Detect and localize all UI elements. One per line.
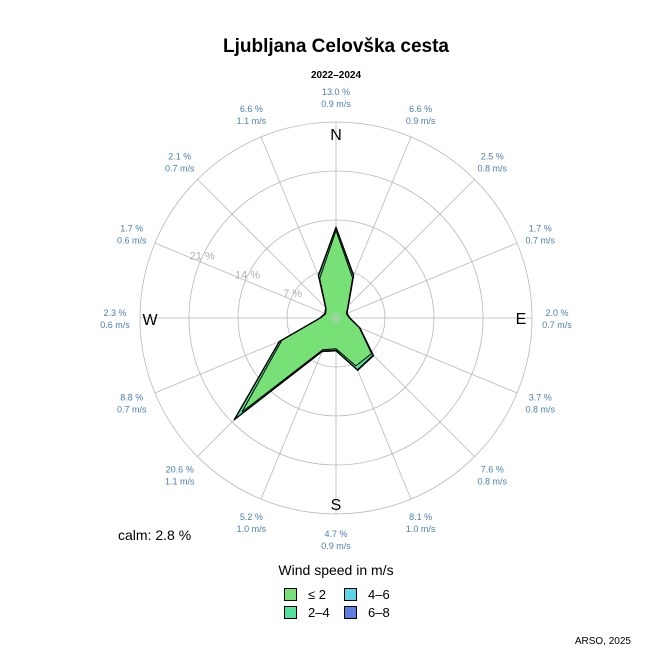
direction-speed-label: 0.6 m/s (117, 235, 147, 245)
direction-speed-label: 1.1 m/s (165, 476, 195, 486)
direction-speed-label: 0.9 m/s (321, 541, 351, 551)
legend-title: Wind speed in m/s (278, 562, 394, 578)
legend-label: 6–8 (368, 604, 390, 620)
direction-frequency-label: 2.1 % (168, 152, 191, 162)
legend-item: 2–4 (284, 604, 330, 620)
direction-speed-label: 0.7 m/s (165, 164, 195, 174)
direction-frequency-label: 7.6 % (481, 464, 504, 474)
compass-label: S (331, 497, 342, 514)
rose-layer (241, 230, 373, 413)
grid-spoke (335, 317, 518, 394)
credit-text: ARSO, 2025 (574, 636, 631, 647)
legend-swatch (344, 587, 357, 601)
direction-frequency-label: 2.0 % (545, 308, 568, 318)
direction-speed-label: 1.0 m/s (237, 524, 267, 534)
direction-frequency-label: 8.8 % (120, 393, 143, 403)
legend-swatch (344, 605, 357, 619)
calm-label: calm: 2.8 % (118, 527, 192, 543)
direction-frequency-label: 1.7 % (120, 223, 143, 233)
direction-frequency-label: 13.0 % (322, 87, 350, 97)
grid-spoke (335, 242, 518, 319)
direction-frequency-label: 2.5 % (481, 152, 504, 162)
compass-label: W (142, 312, 158, 329)
direction-frequency-label: 20.6 % (166, 464, 194, 474)
direction-speed-label: 0.8 m/s (478, 164, 508, 174)
direction-frequency-label: 8.1 % (409, 512, 432, 522)
grid-spoke (197, 179, 337, 319)
ring-label: 7 % (283, 288, 302, 300)
legend-label: 2–4 (308, 604, 330, 620)
grid-spoke (335, 179, 475, 319)
direction-speed-label: 1.1 m/s (237, 116, 267, 126)
direction-frequency-label: 6.6 % (240, 104, 263, 114)
compass-label: E (516, 311, 527, 328)
chart-title: Ljubljana Celovška cesta (223, 36, 449, 57)
direction-speed-label: 0.8 m/s (478, 476, 508, 486)
legend-swatch (284, 605, 297, 619)
direction-frequency-label: 3.7 % (529, 393, 552, 403)
direction-frequency-label: 1.7 % (529, 223, 552, 233)
direction-speed-label: 1.0 m/s (406, 524, 436, 534)
legend-label: ≤ 2 (308, 586, 326, 602)
legend-item: ≤ 2 (284, 586, 326, 602)
direction-speed-label: 0.9 m/s (321, 99, 351, 109)
direction-speed-label: 0.8 m/s (525, 405, 555, 415)
legend-item: 4–6 (344, 586, 390, 602)
ring-label: 14 % (235, 270, 260, 282)
legend-item: 6–8 (344, 604, 390, 620)
chart-subtitle: 2022–2024 (310, 70, 362, 81)
calm-center (331, 313, 341, 323)
legend-swatch (284, 587, 297, 601)
compass-label: N (330, 127, 342, 144)
direction-frequency-label: 6.6 % (409, 104, 432, 114)
direction-frequency-label: 2.3 % (103, 308, 126, 318)
direction-speed-label: 0.7 m/s (525, 235, 555, 245)
direction-speed-label: 0.7 m/s (117, 405, 147, 415)
legend-label: 4–6 (368, 586, 390, 602)
direction-frequency-label: 5.2 % (240, 512, 263, 522)
ring-label: 21 % (190, 251, 215, 263)
grid-spoke (154, 242, 337, 319)
direction-speed-label: 0.6 m/s (100, 320, 130, 330)
direction-speed-label: 0.9 m/s (406, 116, 436, 126)
legend: ≤ 2 4–6 2–4 6–8 (284, 586, 414, 622)
direction-frequency-label: 4.7 % (324, 529, 347, 539)
direction-speed-label: 0.7 m/s (542, 320, 572, 330)
